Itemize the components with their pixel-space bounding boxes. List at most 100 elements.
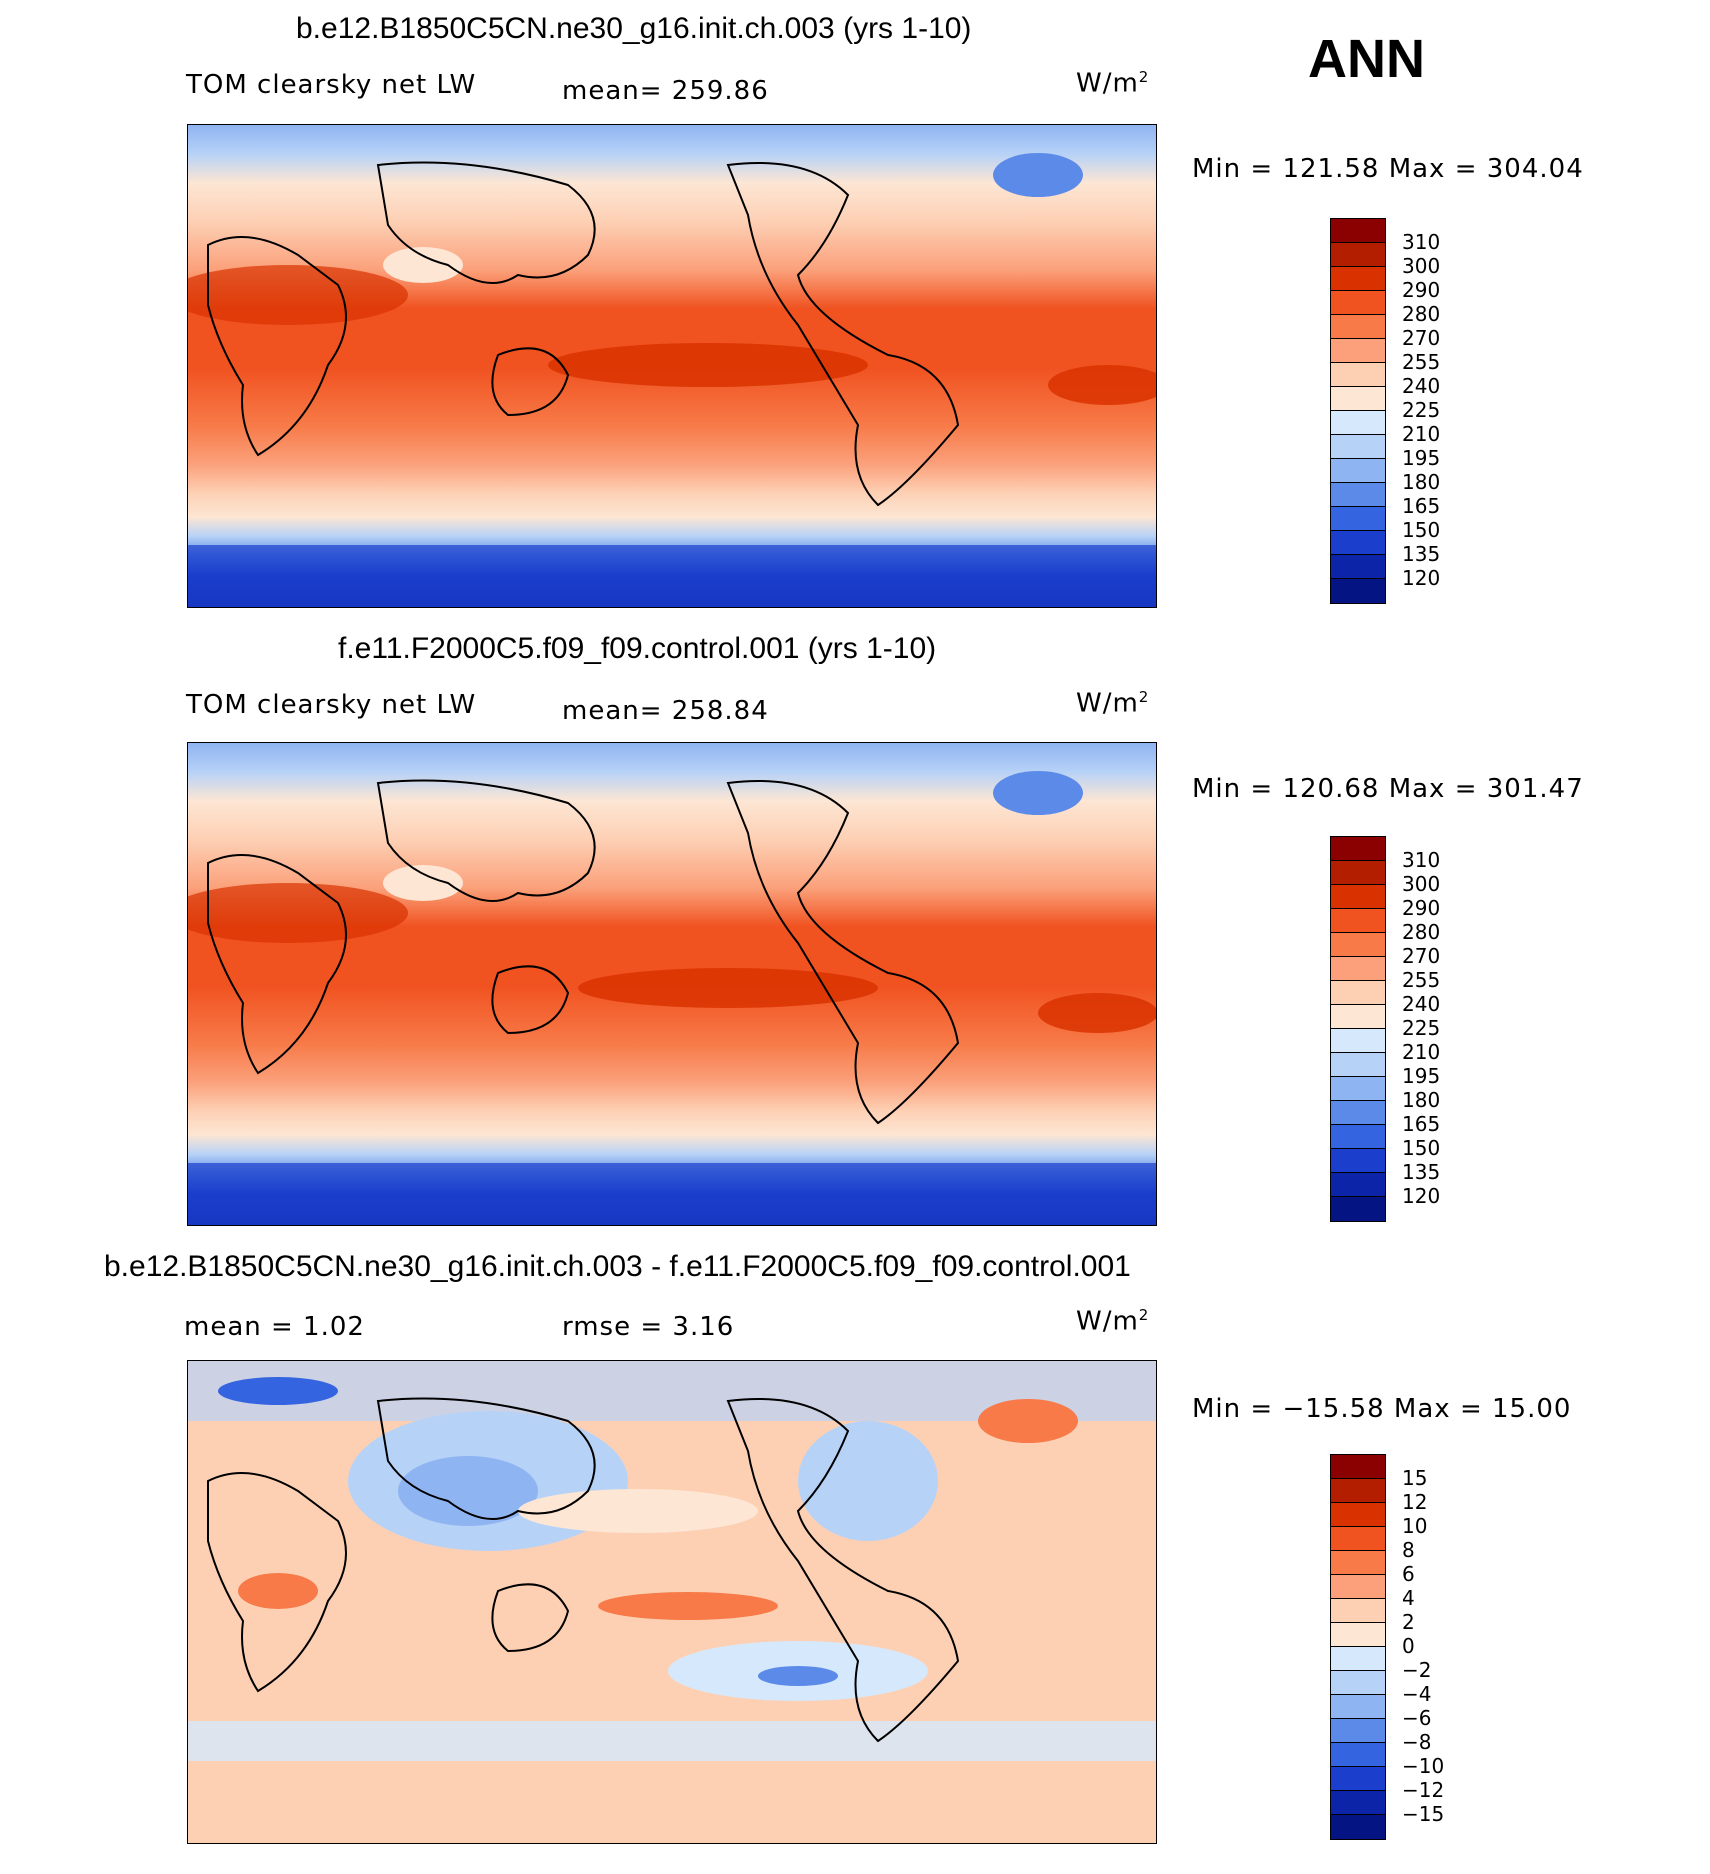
colorbar-segment — [1331, 1671, 1385, 1695]
colorbar-label: 120 — [1402, 1184, 1441, 1208]
colorbar-label: 6 — [1402, 1562, 1415, 1586]
colorbar-label: 225 — [1402, 1016, 1441, 1040]
colorbar-label: 255 — [1402, 968, 1441, 992]
colorbar-label: 2 — [1402, 1610, 1415, 1634]
panel-1-minmax: Min = 121.58 Max = 304.04 — [1192, 154, 1584, 184]
colorbar-segment — [1331, 411, 1385, 435]
colorbar-label: 165 — [1402, 494, 1441, 518]
panel-3-minmax: Min = −15.58 Max = 15.00 — [1192, 1394, 1572, 1424]
colorbar-label: −4 — [1402, 1682, 1432, 1706]
colorbar-segment — [1331, 291, 1385, 315]
colorbar-label: 290 — [1402, 896, 1441, 920]
colorbar-label: 290 — [1402, 278, 1441, 302]
colorbar-segment — [1331, 507, 1385, 531]
panel-2-variable: TOM clearsky net LW — [186, 690, 477, 720]
colorbar-segment — [1331, 1791, 1385, 1815]
colorbar-segment — [1331, 1077, 1385, 1101]
colorbar-label: 270 — [1402, 944, 1441, 968]
panel-3-map — [187, 1360, 1157, 1844]
colorbar-segment — [1331, 435, 1385, 459]
colorbar-segment — [1331, 1149, 1385, 1173]
colorbar-label: 300 — [1402, 254, 1441, 278]
colorbar-segment — [1331, 933, 1385, 957]
colorbar-segment — [1331, 1101, 1385, 1125]
colorbar-label: 0 — [1402, 1634, 1415, 1658]
colorbar-label: 180 — [1402, 1088, 1441, 1112]
colorbar-segment — [1331, 459, 1385, 483]
colorbar-segment — [1331, 1719, 1385, 1743]
colorbar-segment — [1331, 1197, 1385, 1221]
panel-2-colorbar — [1330, 836, 1386, 1222]
colorbar-segment — [1331, 531, 1385, 555]
colorbar-segment — [1331, 885, 1385, 909]
colorbar-segment — [1331, 363, 1385, 387]
colorbar-label: 4 — [1402, 1586, 1415, 1610]
panel-2-title: f.e11.F2000C5.f09_f09.control.001 (yrs 1… — [338, 632, 937, 665]
panel-3-colorbar — [1330, 1454, 1386, 1840]
colorbar-label: 240 — [1402, 992, 1441, 1016]
colorbar-segment — [1331, 957, 1385, 981]
colorbar-segment — [1331, 1029, 1385, 1053]
panel-2-mean: mean= 258.84 — [562, 696, 769, 726]
colorbar-segment — [1331, 1575, 1385, 1599]
colorbar-segment — [1331, 1743, 1385, 1767]
colorbar-segment — [1331, 579, 1385, 603]
colorbar-label: 210 — [1402, 422, 1441, 446]
colorbar-label: 135 — [1402, 542, 1441, 566]
colorbar-label: 280 — [1402, 302, 1441, 326]
colorbar-segment — [1331, 1455, 1385, 1479]
colorbar-label: 255 — [1402, 350, 1441, 374]
colorbar-label: 195 — [1402, 1064, 1441, 1088]
colorbar-label: 8 — [1402, 1538, 1415, 1562]
colorbar-segment — [1331, 267, 1385, 291]
colorbar-segment — [1331, 1503, 1385, 1527]
colorbar-label: 165 — [1402, 1112, 1441, 1136]
panel-3-mean: mean = 1.02 — [184, 1312, 365, 1342]
colorbar-label: 10 — [1402, 1514, 1428, 1538]
colorbar-segment — [1331, 555, 1385, 579]
colorbar-segment — [1331, 339, 1385, 363]
colorbar-segment — [1331, 1647, 1385, 1671]
colorbar-segment — [1331, 909, 1385, 933]
colorbar-label: −12 — [1402, 1778, 1445, 1802]
panel-1-title: b.e12.B1850C5CN.ne30_g16.init.ch.003 (yr… — [296, 12, 972, 45]
colorbar-segment — [1331, 1599, 1385, 1623]
colorbar-segment — [1331, 387, 1385, 411]
panel-2-units: W/m2 — [1076, 688, 1150, 719]
colorbar-segment — [1331, 243, 1385, 267]
colorbar-label: 195 — [1402, 446, 1441, 470]
colorbar-label: −6 — [1402, 1706, 1432, 1730]
colorbar-label: 12 — [1402, 1490, 1428, 1514]
colorbar-label: 135 — [1402, 1160, 1441, 1184]
colorbar-segment — [1331, 219, 1385, 243]
colorbar-segment — [1331, 1815, 1385, 1839]
panel-2-map — [187, 742, 1157, 1226]
colorbar-segment — [1331, 1173, 1385, 1197]
colorbar-label: 150 — [1402, 1136, 1441, 1160]
colorbar-label: 270 — [1402, 326, 1441, 350]
panel-3-units: W/m2 — [1076, 1306, 1150, 1337]
colorbar-label: 120 — [1402, 566, 1441, 590]
colorbar-label: −15 — [1402, 1802, 1445, 1826]
colorbar-label: 310 — [1402, 848, 1441, 872]
colorbar-label: 225 — [1402, 398, 1441, 422]
colorbar-label: 210 — [1402, 1040, 1441, 1064]
colorbar-segment — [1331, 1053, 1385, 1077]
colorbar-label: 240 — [1402, 374, 1441, 398]
colorbar-segment — [1331, 315, 1385, 339]
panel-1-units: W/m2 — [1076, 68, 1150, 99]
colorbar-segment — [1331, 861, 1385, 885]
colorbar-label: 180 — [1402, 470, 1441, 494]
colorbar-segment — [1331, 1527, 1385, 1551]
colorbar-segment — [1331, 837, 1385, 861]
colorbar-segment — [1331, 1125, 1385, 1149]
colorbar-label: −8 — [1402, 1730, 1432, 1754]
colorbar-label: −10 — [1402, 1754, 1445, 1778]
colorbar-segment — [1331, 1623, 1385, 1647]
colorbar-label: 310 — [1402, 230, 1441, 254]
colorbar-segment — [1331, 1479, 1385, 1503]
colorbar-label: 300 — [1402, 872, 1441, 896]
panel-1-map — [187, 124, 1157, 608]
panel-1-mean: mean= 259.86 — [562, 76, 769, 106]
colorbar-segment — [1331, 981, 1385, 1005]
